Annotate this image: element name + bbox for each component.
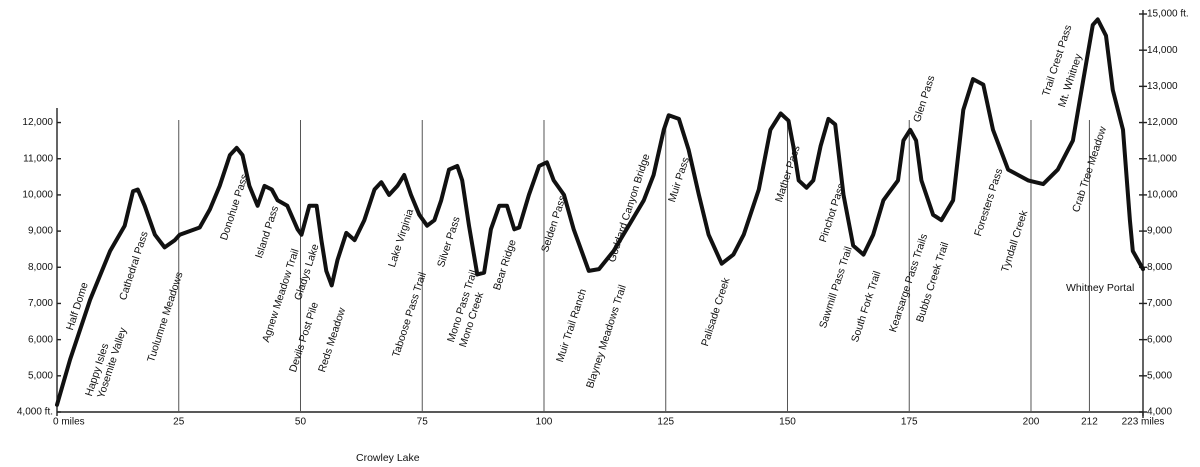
x-tick-label: 200 — [1023, 417, 1040, 428]
x-tick-label: 100 — [536, 417, 553, 428]
x-tick-label: 125 — [657, 417, 674, 428]
place-label: Taboose Pass Trail — [390, 271, 429, 359]
place-label: Tuolumne Meadows — [145, 271, 186, 364]
place-label: Blayney Meadows Trail — [584, 283, 629, 389]
x-tick-label: 212 — [1081, 417, 1098, 428]
place-label: Island Pass — [253, 204, 281, 259]
place-label: Sawmill Pass Trail — [817, 245, 855, 330]
y2-tick-label: 12,000 — [1147, 117, 1178, 128]
elevation-profile — [55, 17, 1145, 407]
place-label: Devils Post Pile — [287, 301, 321, 374]
y-tick-label: 9,000 — [28, 226, 53, 237]
y2-tick-label: 9,000 — [1147, 226, 1172, 237]
y-tick-label: 12,000 — [22, 117, 53, 128]
y2-tick-label: 11,000 — [1147, 153, 1177, 164]
y-tick-label: 8,000 — [28, 262, 53, 273]
place-label: Reds Meadow — [316, 306, 348, 374]
place-label: Foresters Pass — [972, 167, 1005, 238]
x-tick-label: 25 — [173, 417, 185, 428]
x-tick-label: 50 — [295, 417, 307, 428]
x-tick-label: 150 — [779, 417, 796, 428]
y-tick-label: 6,000 — [28, 334, 53, 345]
place-label: South Fork Trail — [849, 270, 883, 344]
y2-tick-label: 14,000 — [1147, 45, 1178, 56]
place-label: Crowley Lake — [356, 452, 420, 464]
y-tick-label: 11,000 — [23, 153, 53, 164]
y2-tick-label: 4,000 — [1147, 407, 1172, 418]
y-tick-label: 7,000 — [28, 298, 53, 309]
x-tick-label: 0 miles — [53, 417, 85, 428]
x-tick-label: 223 miles — [1122, 417, 1165, 428]
place-label: Whitney Portal — [1066, 282, 1134, 294]
y-tick-label: 4,000 ft. — [17, 407, 53, 418]
y2-tick-label: 5,000 — [1147, 370, 1172, 381]
y2-tick-label: 6,000 — [1147, 334, 1172, 345]
y2-tick-label: 13,000 — [1147, 81, 1178, 92]
place-label: Lake Virginia — [386, 207, 416, 268]
y2-tick-label: 15,000 ft. — [1147, 9, 1189, 20]
place-label: Muir Pass — [666, 156, 692, 204]
x-tick-label: 75 — [417, 417, 429, 428]
place-label: Silver Pass — [435, 215, 463, 269]
y2-tick-label: 7,000 — [1147, 298, 1172, 309]
y-tick-label: 5,000 — [28, 370, 53, 381]
place-label: Donohue Pass — [218, 173, 251, 242]
place-label: Cathedral Pass — [117, 230, 151, 302]
y2-tick-label: 8,000 — [1147, 262, 1172, 273]
place-label: Goddard Canyon Bridge — [606, 152, 652, 264]
place-label: Glen Pass — [911, 74, 937, 124]
place-label: Muir Trail Ranch — [554, 287, 589, 364]
place-label: Tyndall Creek — [999, 208, 1030, 273]
y2-tick-label: 10,000 — [1147, 190, 1178, 201]
place-label: Palisade Creek — [699, 276, 733, 348]
place-label: Bear Ridge — [491, 238, 519, 292]
place-label: Pinchot Pass — [817, 182, 847, 244]
y-tick-label: 10,000 — [22, 190, 53, 201]
x-tick-label: 175 — [901, 417, 918, 428]
